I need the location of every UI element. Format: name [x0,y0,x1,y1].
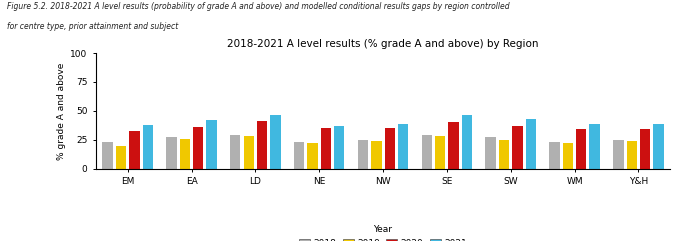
Bar [627,141,637,169]
Bar [116,146,126,169]
Text: for centre type, prior attainment and subject: for centre type, prior attainment and su… [7,22,178,31]
Bar [398,124,408,169]
Bar [499,140,509,169]
Bar [321,128,331,169]
Bar [180,139,190,169]
Y-axis label: % grade A and above: % grade A and above [57,62,66,160]
Bar [142,125,153,169]
Bar [421,135,432,169]
Bar [653,124,663,169]
Bar [640,129,650,169]
Bar [449,122,459,169]
Bar [294,142,304,169]
Bar [371,141,382,169]
Bar [486,137,496,169]
Bar [613,140,624,169]
Bar [563,143,573,169]
Bar [384,128,395,169]
Bar [576,129,586,169]
Bar [103,142,113,169]
Title: 2018-2021 A level results (% grade A and above) by Region: 2018-2021 A level results (% grade A and… [227,40,539,49]
Bar [270,115,280,169]
Legend: 2018, 2019, 2020, 2021: 2018, 2019, 2020, 2021 [295,222,471,241]
Bar [435,136,445,169]
Bar [525,119,536,169]
Bar [307,143,317,169]
Text: Figure 5.2. 2018-2021 A level results (probability of grade A and above) and mod: Figure 5.2. 2018-2021 A level results (p… [7,2,510,11]
Bar [512,126,523,169]
Bar [334,126,345,169]
Bar [549,142,560,169]
Bar [590,124,600,169]
Bar [257,121,267,169]
Bar [166,137,176,169]
Bar [193,127,203,169]
Bar [207,120,217,169]
Bar [129,131,140,169]
Bar [244,136,254,169]
Bar [358,140,368,169]
Bar [462,115,472,169]
Bar [230,135,241,169]
